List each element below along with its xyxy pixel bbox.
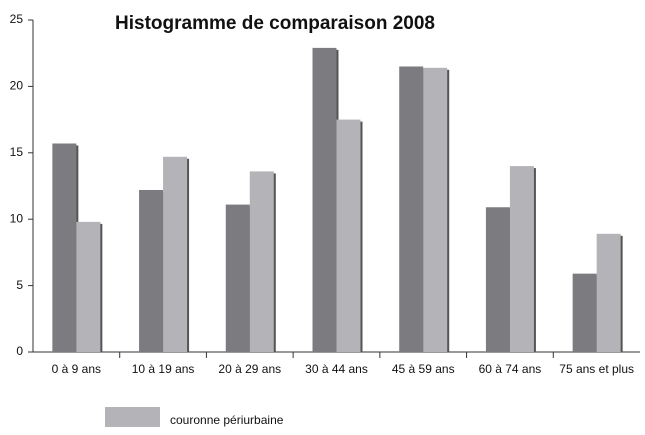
x-tick-label: 0 à 9 ans [52, 362, 101, 376]
x-tick-label: 60 à 74 ans [479, 362, 542, 376]
y-tick-label: 25 [10, 12, 24, 26]
bar [399, 66, 424, 352]
x-tick-label: 30 à 44 ans [305, 362, 368, 376]
bar [312, 47, 337, 352]
bar [596, 233, 621, 352]
y-tick-label: 20 [10, 79, 24, 93]
bar [485, 207, 510, 352]
chart-title: Histogramme de comparaison 2008 [115, 13, 435, 34]
bar [52, 143, 77, 352]
bar [509, 166, 534, 352]
bar [336, 119, 361, 352]
x-tick-label: 20 à 29 ans [218, 362, 281, 376]
legend-label: couronne périurbaine [170, 413, 284, 427]
y-tick-label: 0 [16, 344, 23, 358]
bar [225, 204, 250, 352]
bar [423, 67, 448, 353]
bar [249, 171, 274, 352]
bar [139, 189, 164, 352]
bar [572, 273, 597, 352]
legend-swatch [105, 407, 160, 427]
bar [163, 156, 188, 352]
y-tick-label: 15 [10, 145, 24, 159]
x-tick-label: 75 ans et plus [559, 362, 634, 376]
x-tick-label: 45 à 59 ans [392, 362, 455, 376]
y-tick-label: 10 [10, 211, 24, 225]
y-tick-label: 5 [16, 278, 23, 292]
bar [76, 221, 101, 352]
x-tick-label: 10 à 19 ans [132, 362, 195, 376]
